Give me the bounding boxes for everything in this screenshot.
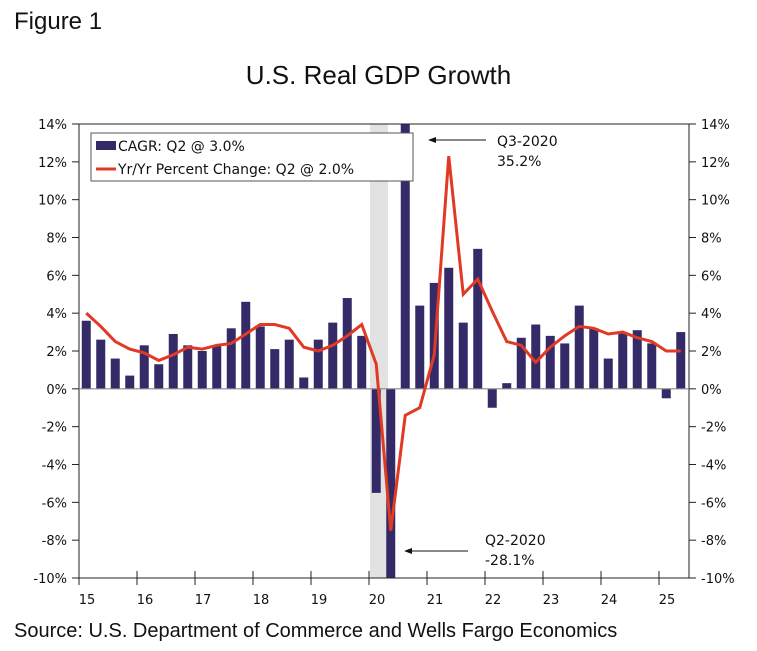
bar-2023Q1: [545, 335, 555, 389]
annotation-arrowhead-q2-2020: [404, 548, 412, 554]
left-ytick-label: -8%: [42, 534, 67, 549]
bar-2024Q4: [647, 343, 657, 389]
bar-2016Q2: [154, 364, 164, 389]
xtick-label: 19: [311, 593, 328, 608]
left-ytick-label: 0%: [46, 383, 67, 398]
bar-2025Q2: [676, 332, 686, 389]
line-layer: [85, 156, 681, 531]
bar-2020Q1: [371, 388, 381, 493]
xtick-label: 15: [79, 593, 96, 608]
right-ytick-label: 2%: [701, 345, 722, 360]
right-ytick-label: 12%: [701, 156, 730, 171]
bar-2022Q3: [516, 337, 526, 389]
bar-2024Q3: [632, 330, 642, 389]
left-ytick-label: 8%: [46, 232, 67, 247]
annotations-layer: Q3-2020 35.2% Q2-2020 -28.1%: [404, 134, 558, 569]
bar-2023Q3: [574, 305, 584, 389]
bar-2020Q2: [386, 388, 396, 578]
chart-title: U.S. Real GDP Growth: [245, 60, 512, 90]
bar-2017Q4: [241, 301, 251, 389]
bar-2019Q3: [342, 298, 352, 389]
right-ytick-label: 14%: [701, 118, 730, 133]
xtick-label: 17: [195, 593, 212, 608]
xtick-label: 18: [253, 593, 270, 608]
right-ytick-label: 10%: [701, 194, 730, 209]
left-ytick-label: 14%: [38, 118, 67, 133]
bar-2015Q2: [96, 339, 106, 389]
figure-label: Figure 1: [14, 8, 103, 35]
bar-2023Q4: [589, 328, 599, 389]
bar-2017Q3: [226, 328, 236, 389]
right-ytick-label: -10%: [701, 572, 735, 587]
axes-layer: 14% 14% 12% 12% 10% 10% 8% 8% 6% 6% 4% 4% 2% 2% 0% 0% -2…: [33, 118, 734, 608]
xtick-label: 22: [485, 593, 502, 608]
yoy-line: [85, 156, 681, 531]
xtick-label: 16: [137, 593, 154, 608]
bar-2024Q2: [618, 332, 628, 389]
bar-2022Q1: [487, 388, 497, 408]
left-ytick-label: -10%: [33, 572, 67, 587]
left-ytick-label: 10%: [38, 194, 67, 209]
left-ytick-label: 4%: [46, 307, 67, 322]
bars-layer: [81, 124, 686, 578]
bar-2015Q3: [110, 358, 120, 389]
bar-2019Q1: [313, 339, 323, 389]
annotation-q2-2020-value: -28.1%: [485, 553, 535, 569]
right-ytick-label: 4%: [701, 307, 722, 322]
left-ytick-label: -6%: [42, 496, 67, 511]
legend-line-label: Yr/Yr Percent Change: Q2 @ 2.0%: [117, 162, 354, 178]
left-ytick-label: -4%: [42, 459, 67, 474]
xtick-label: 20: [369, 593, 386, 608]
bar-2022Q2: [502, 383, 512, 389]
xtick-label: 21: [427, 593, 444, 608]
bar-2021Q3: [458, 322, 468, 389]
left-ytick-label: 12%: [38, 156, 67, 171]
xtick-label: 23: [543, 593, 560, 608]
right-ytick-label: -6%: [701, 496, 726, 511]
bar-2021Q4: [473, 248, 483, 389]
legend-bar-label: CAGR: Q2 @ 3.0%: [118, 139, 245, 155]
bar-2016Q3: [168, 333, 178, 389]
bar-2020Q3: [400, 124, 410, 389]
bar-2016Q1: [139, 345, 149, 389]
bar-2017Q2: [212, 345, 222, 389]
right-ytick-label: 6%: [701, 269, 722, 284]
bar-2025Q1: [661, 388, 671, 399]
bar-2019Q2: [328, 322, 338, 389]
left-ytick-label: -2%: [42, 421, 67, 436]
legend-bar-swatch: [96, 141, 116, 150]
bar-2021Q2: [444, 267, 454, 389]
left-ytick-label: 6%: [46, 269, 67, 284]
right-ytick-label: -8%: [701, 534, 726, 549]
bar-2015Q4: [125, 375, 135, 389]
bar-2019Q4: [357, 335, 367, 389]
annotation-q3-2020-value: 35.2%: [497, 154, 541, 170]
bar-2018Q3: [284, 339, 294, 389]
bar-2015Q1: [81, 320, 91, 389]
bar-2016Q4: [183, 345, 193, 389]
bar-2022Q4: [531, 324, 541, 389]
bar-2020Q4: [415, 305, 425, 389]
right-ytick-label: 0%: [701, 383, 722, 398]
source-note: Source: U.S. Department of Commerce and …: [14, 620, 618, 642]
left-ytick-label: 2%: [46, 345, 67, 360]
bar-2017Q1: [197, 351, 207, 389]
bar-2018Q4: [299, 377, 309, 389]
right-ytick-label: -4%: [701, 459, 726, 474]
bar-2018Q1: [255, 326, 265, 389]
xtick-label: 24: [601, 593, 618, 608]
annotation-arrowhead-q3-2020: [428, 137, 436, 143]
bar-2023Q2: [560, 343, 570, 389]
annotation-q3-2020-label: Q3-2020: [497, 134, 558, 150]
bar-2018Q2: [270, 349, 280, 389]
right-ytick-label: -2%: [701, 421, 726, 436]
legend: CAGR: Q2 @ 3.0% Yr/Yr Percent Change: Q2 …: [90, 132, 414, 182]
legend-box: [90, 132, 414, 182]
bar-2024Q1: [603, 358, 613, 389]
annotation-q2-2020-label: Q2-2020: [485, 533, 546, 549]
right-ytick-label: 8%: [701, 232, 722, 247]
xtick-label: 25: [659, 593, 676, 608]
